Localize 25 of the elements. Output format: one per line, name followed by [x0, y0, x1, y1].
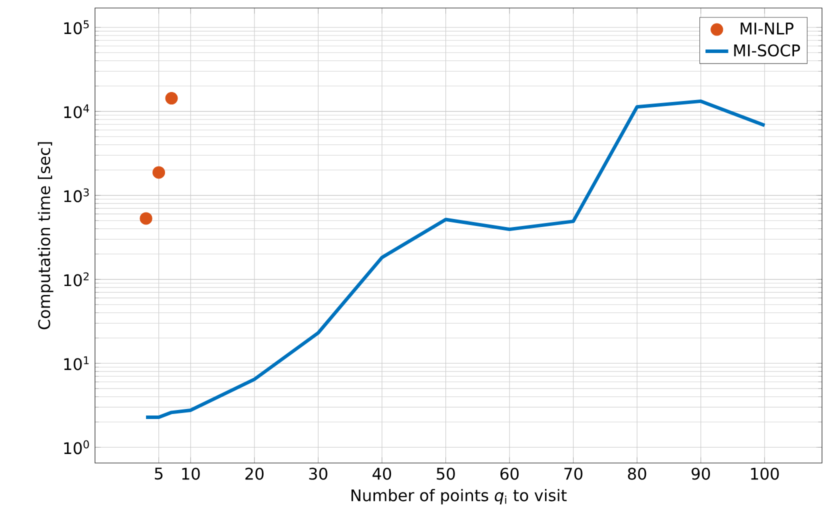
y-tick-label: 10$^{1}$ [64, 356, 89, 370]
x-tick-label: 80 [628, 468, 646, 480]
x-tick-label: 70 [564, 468, 582, 480]
x-tick-label: 30 [309, 468, 328, 480]
point [152, 166, 166, 179]
y-tick-label: 10$^{0}$ [64, 440, 89, 454]
x-tick-label: 10 [182, 468, 200, 480]
legend-label: MI-SOCP [734, 44, 800, 56]
y-tick-label: 10$^{3}$ [64, 188, 89, 202]
x-tick-label: 90 [692, 468, 710, 480]
point [140, 212, 152, 225]
x-tick-label: 20 [245, 468, 264, 480]
point [165, 92, 178, 105]
x-axis-title: Number of points q$_{i}$ to visit [352, 488, 567, 504]
x-tick-label: 60 [500, 468, 519, 480]
y-axis-title: Computation time [sec] [38, 142, 54, 330]
y-tick-label: 10$^{5}$ [64, 20, 89, 34]
line-series [144, 99, 766, 419]
x-tick-label: 5 [154, 468, 162, 480]
x-tick-label: 40 [372, 468, 392, 480]
y-tick-label: 10$^{2}$ [64, 272, 89, 286]
x-tick-label: 50 [436, 468, 455, 480]
legend-label: MI-NLP [740, 22, 794, 34]
x-tick-label: 100 [751, 468, 779, 480]
y-tick-label: 10$^{4}$ [64, 104, 90, 118]
